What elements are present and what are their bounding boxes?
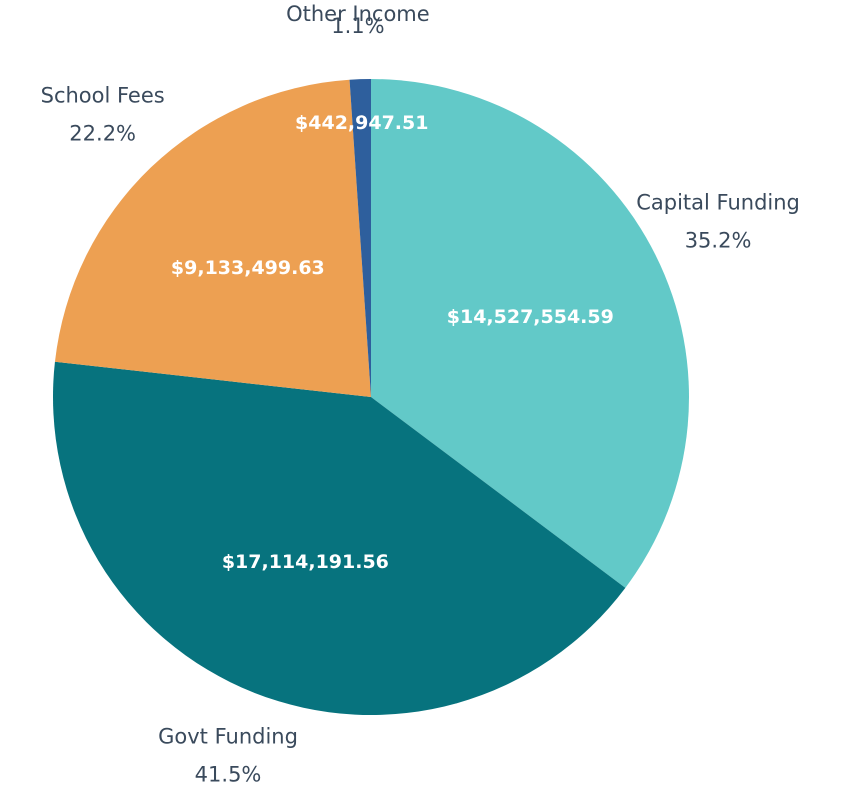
percent-label: 41.5% (195, 763, 262, 787)
percent-label: 1.1% (331, 14, 384, 38)
slice (349, 79, 371, 397)
labels: $14,527,554.59 Capital Funding 35.2% $17,11… (41, 2, 800, 787)
slice (54, 79, 371, 397)
category-label: School Fees (41, 84, 165, 108)
value-label: $14,527,554.59 (447, 306, 614, 328)
value-label: $17,114,191.56 (222, 551, 389, 573)
value-label: $442,947.51 (295, 112, 428, 134)
pie (53, 79, 689, 715)
percent-label: 22.2% (69, 122, 136, 146)
slice (371, 79, 689, 588)
value-label: $9,133,499.63 (171, 257, 325, 279)
category-label: Capital Funding (636, 191, 800, 215)
category-label: Govt Funding (158, 725, 298, 749)
percent-label: 35.2% (685, 229, 752, 253)
category-label: Other Income (286, 2, 430, 26)
slice (53, 361, 626, 715)
